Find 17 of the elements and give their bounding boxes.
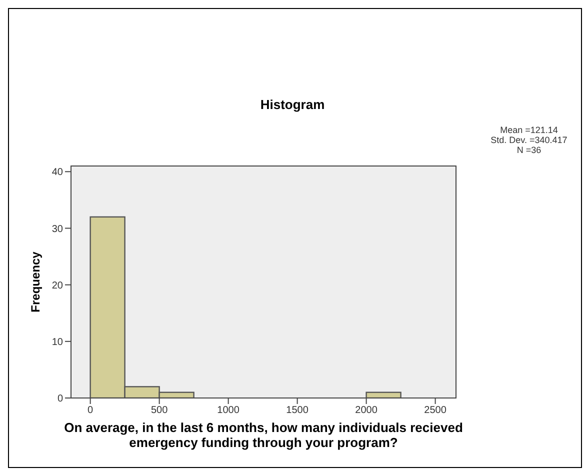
y-tick-label: 0 xyxy=(57,394,64,405)
y-tick-label: 40 xyxy=(52,167,64,178)
text: Mean =121.14 xyxy=(499,125,559,135)
x-tick-label: 2000 xyxy=(355,405,378,416)
y-tick-label: 30 xyxy=(52,224,64,235)
x-tick-label: 1500 xyxy=(286,405,309,416)
x-tick-label: 0 xyxy=(88,405,94,416)
y-tick-label: 20 xyxy=(52,280,64,292)
x-tick-label: 2500 xyxy=(424,405,447,416)
y-axis-title: Frequency xyxy=(28,251,42,312)
y-tick-label: 10 xyxy=(52,336,64,348)
x-tick-label: 1000 xyxy=(217,405,240,416)
text: N =36 xyxy=(516,145,542,155)
x-tick-label: 500 xyxy=(150,405,168,416)
x-axis-title: On average, in the last 6 months, how many individuals recieved emergency funding through your program? xyxy=(63,420,464,450)
text: Std. Dev. =340.417 xyxy=(490,135,568,145)
chart-title: Histogram xyxy=(259,97,326,112)
